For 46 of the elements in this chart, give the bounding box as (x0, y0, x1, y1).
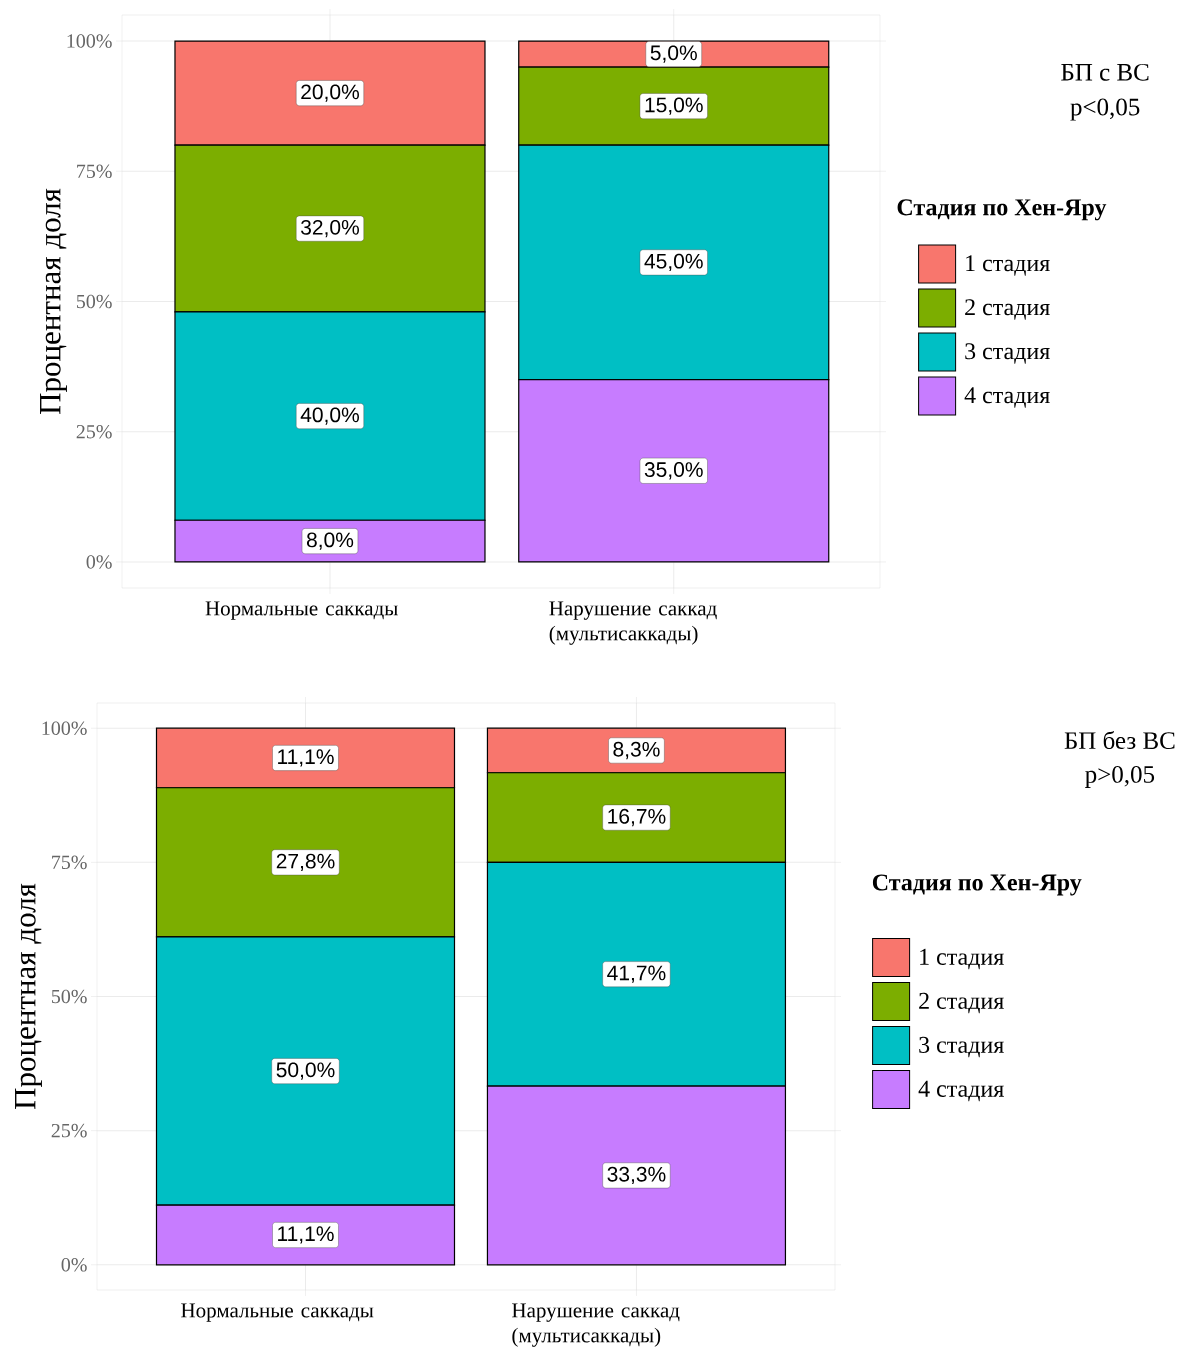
y-axis-title: Процентная доля (15, 883, 42, 1110)
y-tick-label: 25% (51, 1123, 87, 1138)
legend-title: Стадия по Хен-Яру (897, 199, 1107, 221)
data-label: 41,7% (607, 965, 666, 983)
data-label: 20,0% (301, 84, 359, 102)
y-tick-label: 75% (77, 164, 112, 179)
data-label: 11,1% (278, 749, 334, 767)
text: БП без ВС (1064, 730, 1175, 750)
text: БП с ВС (1061, 63, 1149, 81)
y-tick-label: 100% (67, 34, 112, 48)
text: p>0,05 (1085, 765, 1155, 788)
data-label: 33,3% (607, 1166, 666, 1185)
legend-label: 3 стадия (919, 1036, 1004, 1058)
data-label: 40,0% (300, 407, 359, 425)
x-tick-label: Нормальные саккады (181, 1303, 374, 1322)
x-tick-label: Нормальные саккады (205, 601, 398, 620)
legend-title: Стадия по Хен-Яру (872, 874, 1082, 896)
data-label: 5,0% (650, 45, 697, 63)
legend-label: 3 стадия (965, 343, 1050, 364)
data-label: 27,8% (276, 853, 335, 872)
x-tick-label: Нарушение саккад (мультисаккады) (512, 1303, 680, 1347)
legend-label: 2 стадия (919, 992, 1004, 1014)
y-tick-label: 0% (86, 555, 112, 569)
legend-label: 1 стадия (966, 255, 1050, 276)
legend-label: 4 стадия (964, 387, 1050, 408)
y-tick-label: 100% (42, 721, 87, 735)
legend-label: 2 стадия (965, 299, 1050, 320)
data-label: 32,0% (301, 219, 359, 238)
data-label: 8,0% (306, 532, 354, 550)
y-tick-label: 25% (76, 424, 112, 439)
y-tick-label: 50% (76, 294, 112, 309)
y-axis-title: Процентная доля (40, 188, 67, 415)
legend-label: 1 стадия (920, 948, 1004, 970)
text: p<0,05 (1070, 98, 1140, 121)
x-tick-label: Нарушение саккад (мультисаккады) (549, 601, 717, 645)
data-label: 45,0% (644, 253, 703, 272)
data-label: 15,0% (645, 97, 703, 115)
y-tick-label: 0% (61, 1258, 87, 1272)
data-label: 8,3% (613, 741, 660, 760)
data-label: 11,1% (278, 1226, 334, 1244)
legend-label: 4 стадия (918, 1080, 1004, 1102)
y-tick-label: 75% (52, 855, 87, 870)
data-label: 16,7% (608, 808, 666, 827)
y-tick-label: 50% (51, 989, 87, 1004)
data-label: 35,0% (644, 462, 703, 480)
data-label: 50,0% (276, 1062, 335, 1080)
